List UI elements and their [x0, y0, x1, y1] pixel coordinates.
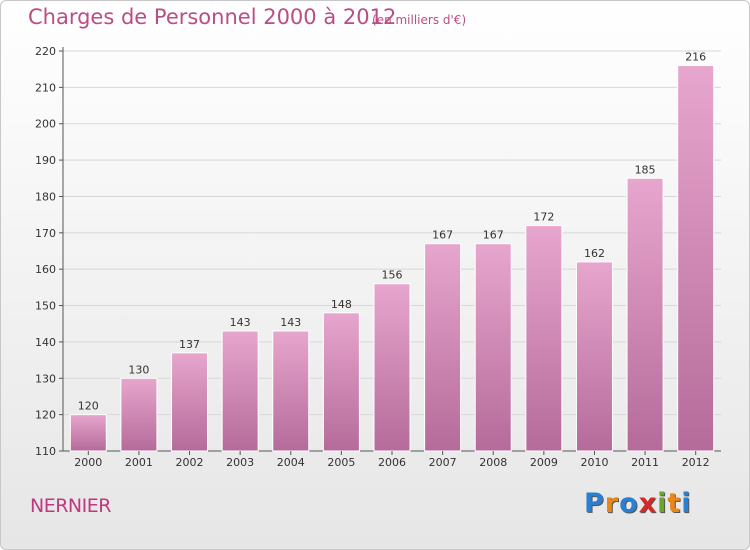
x-tick-label: 2006 — [378, 456, 406, 469]
bar — [575, 261, 613, 452]
y-tick-label: 150 — [35, 300, 56, 313]
logo-letter: r — [604, 488, 620, 519]
data-label: 167 — [432, 229, 453, 242]
bar — [221, 330, 259, 452]
y-tick-label: 190 — [35, 154, 56, 167]
y-tick-label: 200 — [35, 118, 56, 131]
bar — [525, 225, 563, 452]
data-label: 216 — [685, 51, 706, 64]
y-tick-label: 220 — [35, 45, 56, 58]
chart-title: Charges de Personnel 2000 à 2012 — [28, 5, 397, 29]
proxiti-logo: Proxiti — [584, 488, 692, 519]
x-tick-label: 2000 — [74, 456, 102, 469]
y-tick-label: 160 — [35, 263, 56, 276]
x-tick-label: 2003 — [226, 456, 254, 469]
bar — [424, 243, 462, 452]
x-tick-label: 2007 — [429, 456, 457, 469]
data-label: 130 — [128, 363, 149, 376]
logo-letter: i — [681, 488, 692, 519]
x-tick-label: 2009 — [530, 456, 558, 469]
y-tick-label: 140 — [35, 336, 56, 349]
logo-letter: o — [619, 488, 639, 519]
data-label: 120 — [78, 400, 99, 413]
data-label: 148 — [331, 298, 352, 311]
chart-subtitle: (en milliers d'€) — [372, 13, 467, 27]
logo-letter: i — [657, 488, 668, 519]
data-label: 167 — [483, 229, 504, 242]
y-tick-label: 120 — [35, 409, 56, 422]
logo-letter: t — [667, 488, 682, 519]
y-tick-label: 110 — [35, 445, 56, 458]
data-label: 143 — [280, 316, 301, 329]
data-label: 162 — [584, 247, 605, 260]
bar — [677, 65, 715, 452]
bar — [373, 283, 411, 452]
data-label: 172 — [533, 211, 554, 224]
y-tick-label: 130 — [35, 372, 56, 385]
y-tick-label: 170 — [35, 227, 56, 240]
x-tick-label: 2001 — [125, 456, 153, 469]
bar — [120, 377, 158, 452]
x-tick-label: 2005 — [327, 456, 355, 469]
data-label: 137 — [179, 338, 200, 351]
y-tick-label: 210 — [35, 81, 56, 94]
bar — [626, 177, 664, 452]
x-tick-label: 2012 — [682, 456, 710, 469]
bar — [474, 243, 512, 452]
data-label: 156 — [382, 269, 403, 282]
x-tick-label: 2010 — [580, 456, 608, 469]
bar — [69, 414, 107, 452]
y-tick-label: 180 — [35, 190, 56, 203]
x-tick-label: 2008 — [479, 456, 507, 469]
x-tick-label: 2002 — [176, 456, 204, 469]
place-name: NERNIER — [30, 495, 111, 517]
logo-letter: P — [584, 488, 605, 519]
bar — [171, 352, 209, 452]
logo-letter: x — [638, 488, 658, 519]
data-label: 143 — [230, 316, 251, 329]
x-tick-label: 2011 — [631, 456, 659, 469]
x-tick-label: 2004 — [277, 456, 305, 469]
data-label: 185 — [635, 163, 656, 176]
bar — [322, 312, 360, 452]
bar — [272, 330, 310, 452]
